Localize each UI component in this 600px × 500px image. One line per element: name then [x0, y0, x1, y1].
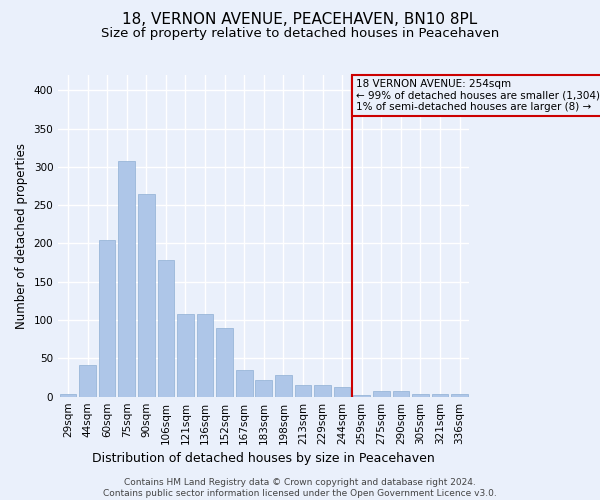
- Bar: [138, 194, 155, 396]
- Bar: [392, 392, 409, 396]
- Bar: [197, 314, 214, 396]
- Bar: [236, 370, 253, 396]
- Bar: [432, 394, 448, 396]
- Bar: [177, 314, 194, 396]
- Y-axis label: Number of detached properties: Number of detached properties: [15, 143, 28, 329]
- Bar: [295, 385, 311, 396]
- Text: Contains HM Land Registry data © Crown copyright and database right 2024.
Contai: Contains HM Land Registry data © Crown c…: [103, 478, 497, 498]
- Bar: [373, 392, 389, 396]
- X-axis label: Distribution of detached houses by size in Peacehaven: Distribution of detached houses by size …: [92, 452, 435, 465]
- Text: Size of property relative to detached houses in Peacehaven: Size of property relative to detached ho…: [101, 28, 499, 40]
- Bar: [217, 328, 233, 396]
- Text: 18 VERNON AVENUE: 254sqm
← 99% of detached houses are smaller (1,304)
1% of semi: 18 VERNON AVENUE: 254sqm ← 99% of detach…: [356, 79, 600, 112]
- Bar: [451, 394, 468, 396]
- Bar: [275, 375, 292, 396]
- Bar: [79, 364, 96, 396]
- Bar: [118, 161, 135, 396]
- Bar: [353, 395, 370, 396]
- Bar: [158, 260, 174, 396]
- Text: 18, VERNON AVENUE, PEACEHAVEN, BN10 8PL: 18, VERNON AVENUE, PEACEHAVEN, BN10 8PL: [122, 12, 478, 28]
- Bar: [314, 385, 331, 396]
- Bar: [59, 394, 76, 396]
- Bar: [334, 388, 350, 396]
- Bar: [99, 240, 115, 396]
- Bar: [412, 394, 429, 396]
- Bar: [256, 380, 272, 396]
